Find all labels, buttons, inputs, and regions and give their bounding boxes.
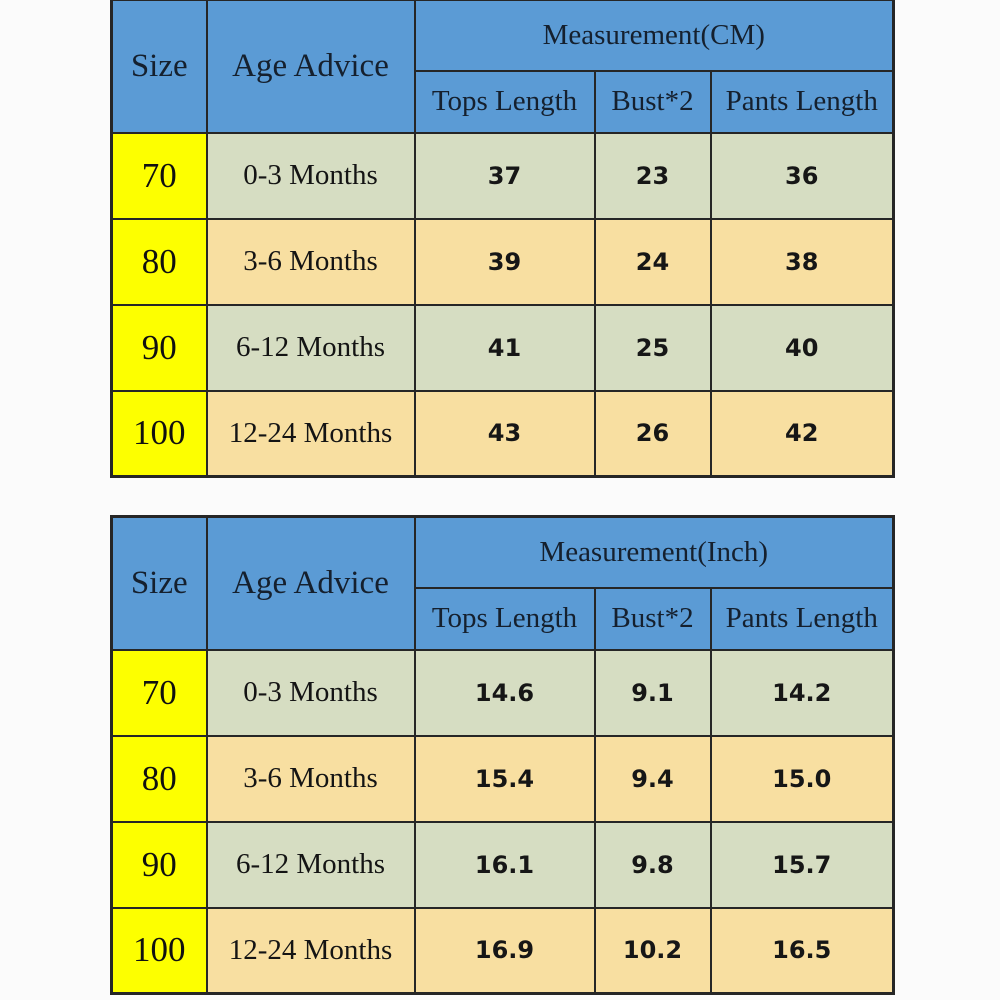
- age-value: 0-3 Months: [205, 131, 416, 220]
- size-value: 100: [110, 389, 208, 478]
- header-row-sub: Tops Length Bust*2 Pants Length: [112, 69, 895, 134]
- tops-length-value: 14.6: [413, 648, 596, 737]
- size-value: 90: [110, 303, 208, 392]
- pants-length-value: 16.5: [709, 906, 895, 995]
- size-chart-inch: Size Age Advice Measurement(Inch) Tops L…: [110, 515, 895, 995]
- measurement-inch-group-header: Measurement(Inch): [413, 515, 895, 589]
- size-value: 70: [110, 131, 208, 220]
- header-row-sub: Tops Length Bust*2 Pants Length: [112, 586, 895, 651]
- bust-value: 9.4: [593, 734, 712, 823]
- bust-value: 26: [593, 389, 712, 478]
- bust-value: 23: [593, 131, 712, 220]
- size-value: 80: [110, 217, 208, 306]
- pants-length-value: 40: [709, 303, 895, 392]
- age-value: 12-24 Months: [205, 389, 416, 478]
- bust-value: 10.2: [593, 906, 712, 995]
- header-row-top: Size Age Advice Measurement(Inch): [110, 515, 895, 651]
- pants-length-value: 15.7: [709, 820, 895, 909]
- pants-length-value: 42: [709, 389, 895, 478]
- age-value: 6-12 Months: [205, 303, 416, 392]
- age-value: 6-12 Months: [205, 820, 416, 909]
- tops-length-header: Tops Length: [413, 69, 596, 134]
- tops-length-value: 16.9: [413, 906, 596, 995]
- bust-header: Bust*2: [593, 586, 712, 651]
- measurement-cm-group-header: Measurement(CM): [413, 0, 895, 72]
- pants-length-value: 36: [709, 131, 895, 220]
- size-value: 100: [110, 906, 208, 995]
- age-advice-column-header: Age Advice: [205, 515, 416, 651]
- size-value: 80: [110, 734, 208, 823]
- table-row-size-100: 100 12-24 Months 43 26 42: [110, 389, 895, 478]
- tops-length-value: 37: [413, 131, 596, 220]
- bust-value: 9.1: [593, 648, 712, 737]
- age-value: 12-24 Months: [205, 906, 416, 995]
- table-row-size-80: 80 3-6 Months 39 24 38: [110, 217, 895, 306]
- pants-length-header: Pants Length: [709, 69, 895, 134]
- table-row-size-80: 80 3-6 Months 15.4 9.4 15.0: [110, 734, 895, 823]
- table-row-size-70: 70 0-3 Months 14.6 9.1 14.2: [110, 648, 895, 737]
- bust-value: 24: [593, 217, 712, 306]
- tops-length-value: 15.4: [413, 734, 596, 823]
- bust-value: 9.8: [593, 820, 712, 909]
- size-chart-cm: Size Age Advice Measurement(CM) Tops Len…: [110, 0, 896, 478]
- tops-length-value: 16.1: [413, 820, 596, 909]
- tops-length-value: 43: [413, 389, 596, 478]
- tops-length-value: 39: [413, 217, 596, 306]
- tops-length-value: 41: [413, 303, 596, 392]
- bust-value: 25: [593, 303, 712, 392]
- header-row-top: Size Age Advice Measurement(CM): [110, 0, 895, 134]
- age-value: 0-3 Months: [205, 648, 416, 737]
- size-value: 70: [110, 648, 208, 737]
- table-row-size-100: 100 12-24 Months 16.9 10.2 16.5: [110, 906, 895, 995]
- pants-length-value: 15.0: [709, 734, 895, 823]
- pants-length-value: 14.2: [709, 648, 895, 737]
- pants-length-header: Pants Length: [709, 586, 895, 651]
- table-row-size-90: 90 6-12 Months 16.1 9.8 15.7: [110, 820, 895, 909]
- table-row-size-70: 70 0-3 Months 37 23 36: [110, 131, 895, 220]
- table-row-size-90: 90 6-12 Months 41 25 40: [110, 303, 895, 392]
- size-column-header: Size: [110, 0, 208, 134]
- age-advice-column-header: Age Advice: [205, 0, 416, 134]
- pants-length-value: 38: [709, 217, 895, 306]
- bust-header: Bust*2: [593, 69, 712, 134]
- age-value: 3-6 Months: [205, 734, 416, 823]
- size-column-header: Size: [110, 515, 208, 651]
- age-value: 3-6 Months: [205, 217, 416, 306]
- size-value: 90: [110, 820, 208, 909]
- tops-length-header: Tops Length: [413, 586, 596, 651]
